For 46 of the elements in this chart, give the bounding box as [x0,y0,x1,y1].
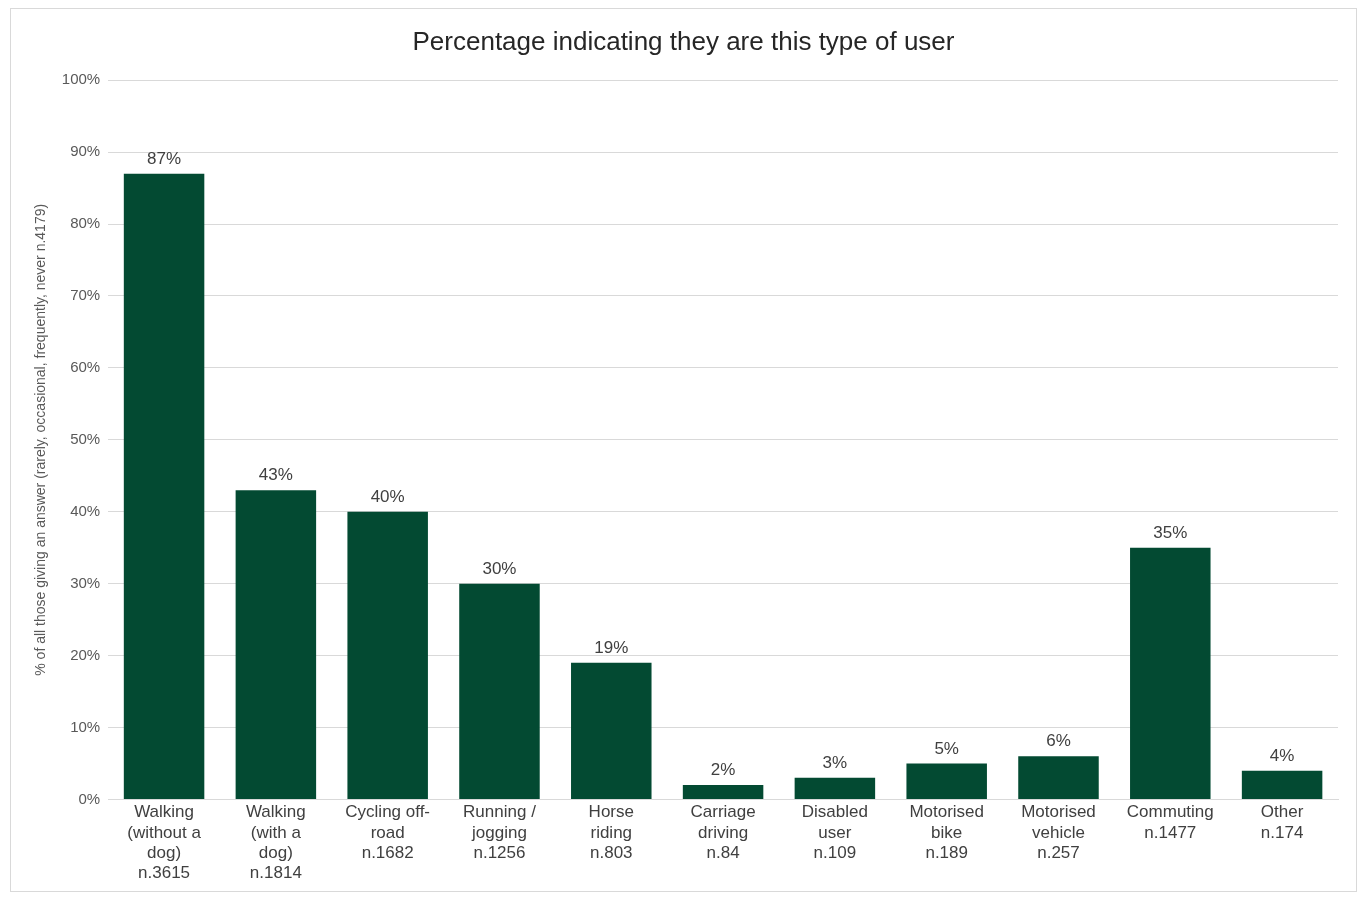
data-label: 43% [258,465,293,485]
bar [347,511,428,799]
data-label: 19% [594,637,629,657]
chart-title: Percentage indicating they are this type of user [412,25,955,56]
data-label: 5% [934,738,959,758]
bar [794,777,876,799]
bar [906,763,987,799]
y-tick-label: 100% [61,70,101,88]
x-tick-label: Disabled user n.109 [801,802,868,863]
y-tick-label: 60% [70,358,101,376]
y-axis-title: % of all those giving an answer (rarely, occasional, frequently, never n.4179) [32,203,49,676]
y-tick-label: 10% [70,717,101,735]
x-tick-label: Walking (with a dog) n.1814 [245,802,306,883]
x-tick-label: Cycling off- road n.1682 [345,802,431,863]
y-tick-label: 50% [70,429,101,447]
x-tick-label: Walking (without a dog) n.3615 [127,802,202,883]
x-tick-label: Carriage driving n.84 [690,802,756,863]
y-tick-label: 70% [70,286,101,304]
x-tick-label: Motorised vehicle n.257 [1021,802,1096,863]
x-tick-label: Other n.174 [1260,802,1304,842]
data-label: 40% [370,486,405,506]
bar [682,785,764,799]
x-tick-label: Running / jogging n.1256 [463,802,537,863]
data-label: 3% [822,753,848,773]
x-tick-label: Commuting n.1477 [1126,802,1214,842]
data-label: 6% [1046,731,1071,751]
data-label: 87% [147,148,182,168]
y-tick-label: 30% [70,573,101,591]
bar [123,173,205,799]
bar [571,662,652,799]
bar [1241,770,1323,799]
y-tick-label: 80% [70,214,101,232]
bar [235,490,317,799]
x-tick-label: Motorised bike n.189 [909,802,985,863]
y-tick-label: 20% [70,645,101,663]
y-tick-label: 40% [70,501,101,519]
data-label: 2% [710,760,736,780]
data-label: 30% [482,558,517,578]
data-label: 4% [1269,745,1295,765]
x-tick-label: Horse riding n.803 [588,802,634,863]
data-label: 35% [1153,522,1188,542]
y-tick-label: 0% [78,789,101,807]
bar [459,583,540,799]
bar [1130,547,1211,799]
y-tick-label: 90% [70,142,101,160]
bar [1018,756,1099,799]
